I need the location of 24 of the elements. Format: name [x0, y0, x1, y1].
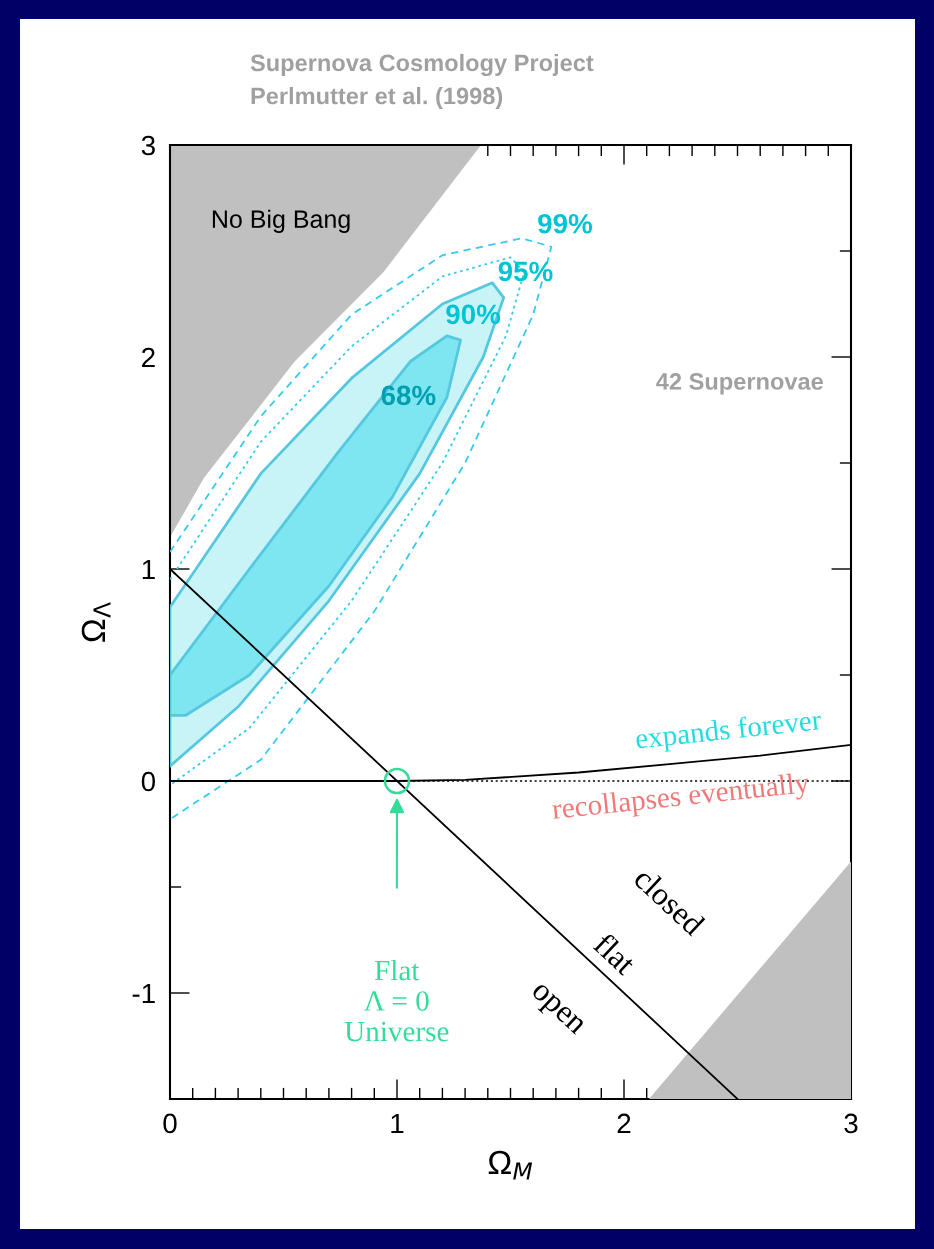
annotation: Flat Λ = 0 Universe — [344, 959, 449, 1042]
line-series — [170, 237, 553, 821]
annotation: No Big Bang — [212, 209, 350, 233]
annotation: open — [526, 982, 586, 1040]
annotation: 99% — [538, 213, 593, 234]
x-axis-title: Ω$_{M}$ — [488, 1150, 533, 1180]
chart-subtitle: Perlmutter et al. (1998) — [251, 87, 503, 109]
annotation: 95% — [498, 261, 553, 282]
y-tick-label: 2 — [142, 347, 155, 368]
annotation: 42 Supernovae — [656, 373, 823, 395]
y-tick-label: 3 — [141, 135, 155, 156]
chart-title: Supernova Cosmology Project — [250, 53, 594, 77]
annotation: expands forever — [635, 708, 823, 755]
y-tick-label: 0 — [141, 771, 156, 792]
y-axis-title: Ω$_{Λ}$ — [81, 602, 111, 642]
annotation: flat — [592, 931, 639, 977]
x-tick-label: 0 — [163, 1113, 177, 1134]
x-tick-label: 3 — [844, 1113, 858, 1134]
x-tick-label: 2 — [617, 1113, 631, 1134]
annotation: 68% — [381, 385, 436, 406]
x-tick-label: 1 — [391, 1113, 404, 1134]
y-tick-label: -1 — [132, 983, 155, 1004]
annotation: recollapses eventually — [551, 771, 811, 826]
y-tick-label: 1 — [142, 559, 155, 580]
